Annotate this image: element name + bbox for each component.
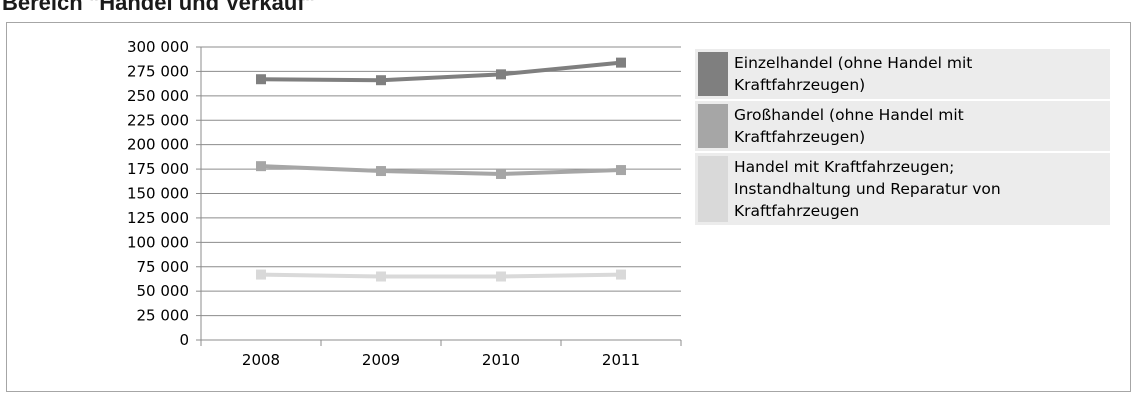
data-point-2008 (256, 161, 266, 172)
legend-entry-background (695, 153, 1110, 225)
legend-entry-einzelhandel-ohne-handel-mit-kraftfahrze: Einzelhandel (ohne Handel mit Kraftfahrze… (695, 49, 1110, 99)
x-tick-label-2008: 2008 (242, 351, 280, 369)
legend-entry-grosshandel-ohne-handel-mit-kraftfahrzeu: Großhandel (ohne Handel mit Kraftfahrzeug… (695, 101, 1110, 151)
y-tick-label: 200 000 (127, 136, 189, 154)
data-point-2008 (256, 74, 266, 85)
legend-label-line: Instandhaltung und Reparatur von (734, 180, 1001, 198)
data-point-2011 (616, 165, 626, 176)
y-tick-label: 150 000 (127, 185, 189, 203)
line-chart: 0 25 000 50 000 75 000 100 000 125 000 150 000… (127, 38, 1110, 369)
series-line (260, 272, 622, 279)
y-tick-label: 0 (179, 331, 189, 349)
data-point-2009 (376, 271, 386, 282)
legend-label-line: Handel mit Kraftfahrzeugen; (734, 158, 954, 176)
y-tick-label: 225 000 (127, 111, 189, 129)
legend-entry-background (695, 49, 1110, 99)
legend-label-line: Kraftfahrzeugen) (734, 76, 865, 94)
legend-swatch (698, 52, 728, 96)
legend: Einzelhandel (ohne Handel mit Kraftfahrze… (695, 49, 1110, 225)
x-axis: 2008 2009 2010 2011 (200, 47, 682, 369)
legend-label-line: Kraftfahrzeugen (734, 202, 859, 220)
data-point-2008 (256, 269, 266, 280)
series-handel-mit-kraftfahrzeugen-instandhaltun (256, 269, 626, 282)
y-tick-label: 300 000 (127, 38, 189, 56)
series-grosshandel-ohne-handel-mit-kraftfahrzeu (256, 161, 626, 179)
y-axis-tick-labels: 0 25 000 50 000 75 000 100 000 125 000 150 000… (127, 38, 201, 349)
page-heading: Bereich "Handel und Verkauf" (2, 0, 316, 15)
legend-label-line: Kraftfahrzeugen) (734, 128, 865, 146)
gridlines (201, 46, 681, 317)
legend-label-line: Einzelhandel (ohne Handel mit (734, 54, 972, 72)
y-tick-label: 250 000 (127, 87, 189, 105)
data-point-2009 (376, 75, 386, 86)
series-line (260, 60, 622, 83)
legend-entry-background (695, 101, 1110, 151)
series-lines (256, 57, 626, 282)
series-line (260, 164, 622, 176)
data-point-2011 (616, 57, 626, 68)
legend-label-line: Großhandel (ohne Handel mit (734, 106, 964, 124)
y-tick-label: 175 000 (127, 160, 189, 178)
y-tick-label: 50 000 (137, 282, 190, 300)
data-point-2010 (496, 271, 506, 282)
series-einzelhandel-ohne-handel-mit-kraftfahrze (256, 57, 626, 86)
y-tick-label: 25 000 (137, 307, 190, 325)
y-tick-label: 75 000 (137, 258, 190, 276)
legend-entry-handel-mit-kraftfahrzeugen-instandhaltun: Handel mit Kraftfahrzeugen; Instandhaltun… (695, 153, 1110, 225)
legend-swatch (698, 156, 728, 222)
y-tick-label: 125 000 (127, 209, 189, 227)
legend-swatch (698, 104, 728, 148)
x-tick-label-2010: 2010 (482, 351, 520, 369)
chart-frame: 0 25 000 50 000 75 000 100 000 125 000 150 000… (6, 22, 1131, 392)
data-point-2010 (496, 69, 506, 80)
data-point-2011 (616, 269, 626, 280)
x-tick-label-2009: 2009 (362, 351, 400, 369)
x-tick-label-2011: 2011 (602, 351, 640, 369)
y-tick-label: 100 000 (127, 233, 189, 251)
data-point-2010 (496, 168, 506, 179)
data-point-2009 (376, 166, 386, 177)
y-tick-label: 275 000 (127, 62, 189, 80)
